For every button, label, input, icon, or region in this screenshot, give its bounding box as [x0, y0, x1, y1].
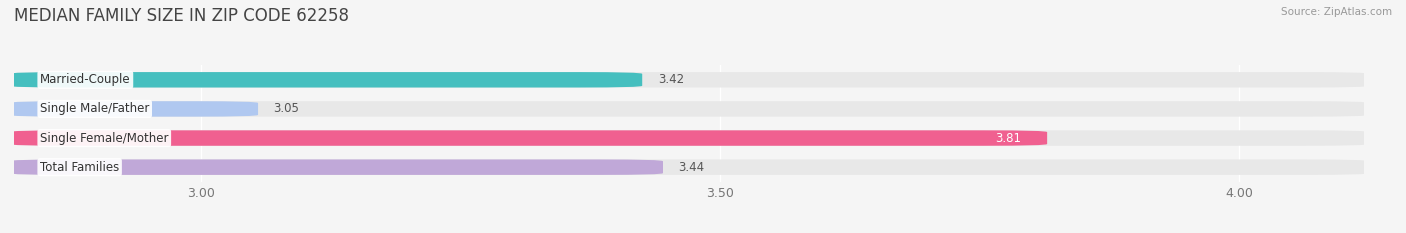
- Text: 3.44: 3.44: [679, 161, 704, 174]
- Text: Married-Couple: Married-Couple: [39, 73, 131, 86]
- Text: Single Male/Father: Single Male/Father: [39, 103, 149, 115]
- FancyBboxPatch shape: [8, 72, 643, 88]
- Text: MEDIAN FAMILY SIZE IN ZIP CODE 62258: MEDIAN FAMILY SIZE IN ZIP CODE 62258: [14, 7, 349, 25]
- FancyBboxPatch shape: [8, 159, 1369, 175]
- FancyBboxPatch shape: [8, 101, 259, 117]
- Text: Source: ZipAtlas.com: Source: ZipAtlas.com: [1281, 7, 1392, 17]
- Text: 3.05: 3.05: [274, 103, 299, 115]
- FancyBboxPatch shape: [8, 130, 1369, 146]
- Text: Single Female/Mother: Single Female/Mother: [39, 132, 169, 144]
- Text: Total Families: Total Families: [39, 161, 120, 174]
- FancyBboxPatch shape: [8, 72, 1369, 88]
- FancyBboxPatch shape: [8, 159, 664, 175]
- FancyBboxPatch shape: [8, 130, 1047, 146]
- FancyBboxPatch shape: [8, 101, 1369, 117]
- Text: 3.42: 3.42: [658, 73, 683, 86]
- Text: 3.81: 3.81: [995, 132, 1021, 144]
